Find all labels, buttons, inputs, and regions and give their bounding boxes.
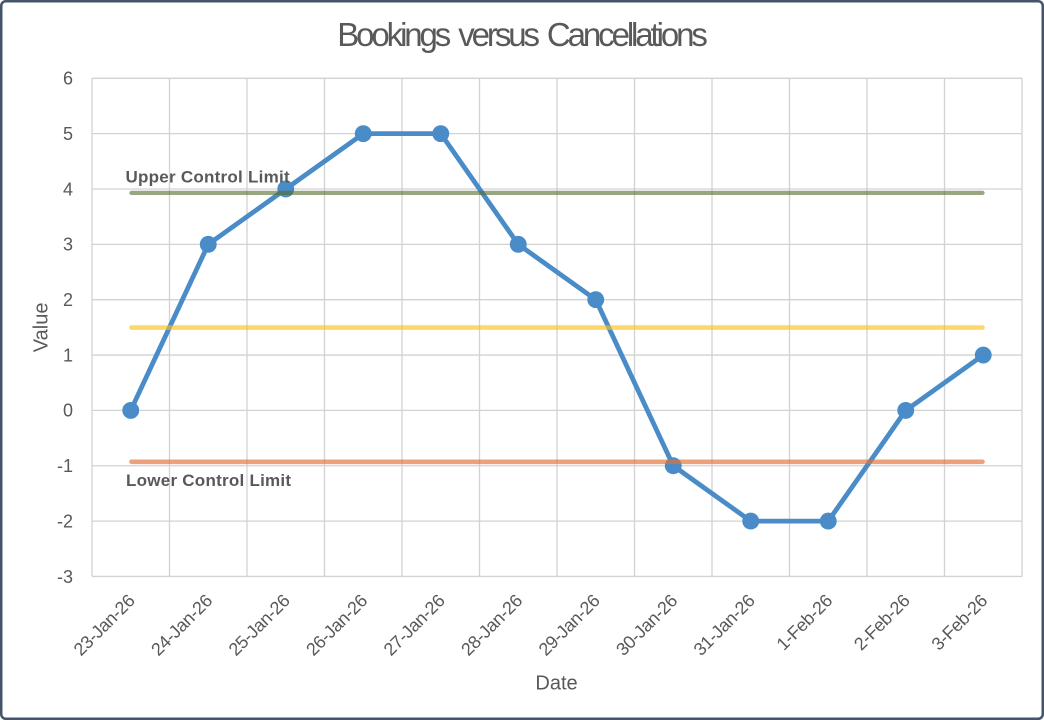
svg-text:31-Jan-26: 31-Jan-26 (690, 590, 759, 659)
svg-text:4: 4 (63, 179, 73, 199)
svg-text:29-Jan-26: 29-Jan-26 (535, 590, 604, 659)
svg-text:-1: -1 (57, 456, 73, 476)
svg-text:-3: -3 (57, 567, 73, 587)
svg-text:2: 2 (63, 290, 73, 310)
svg-text:23-Jan-26: 23-Jan-26 (70, 590, 139, 659)
svg-text:Date: Date (535, 672, 577, 694)
svg-text:Lower Control Limit: Lower Control Limit (126, 471, 291, 490)
svg-text:-2: -2 (57, 511, 73, 531)
svg-text:Upper Control Limit: Upper Control Limit (126, 168, 290, 187)
svg-text:3: 3 (63, 235, 73, 255)
svg-text:6: 6 (63, 69, 73, 89)
svg-text:1-Feb-26: 1-Feb-26 (773, 590, 837, 654)
svg-text:2-Feb-26: 2-Feb-26 (850, 590, 914, 654)
svg-text:30-Jan-26: 30-Jan-26 (612, 590, 681, 659)
svg-text:28-Jan-26: 28-Jan-26 (457, 590, 526, 659)
svg-text:27-Jan-26: 27-Jan-26 (380, 590, 449, 659)
svg-text:1: 1 (63, 345, 73, 365)
svg-text:Bookings versus Cancellations: Bookings versus Cancellations (337, 16, 707, 53)
svg-text:3-Feb-26: 3-Feb-26 (928, 590, 992, 654)
svg-text:26-Jan-26: 26-Jan-26 (302, 590, 371, 659)
svg-text:Value: Value (31, 303, 53, 353)
svg-text:5: 5 (63, 124, 73, 144)
svg-text:25-Jan-26: 25-Jan-26 (225, 590, 294, 659)
svg-text:24-Jan-26: 24-Jan-26 (147, 590, 216, 659)
svg-text:0: 0 (63, 401, 73, 421)
